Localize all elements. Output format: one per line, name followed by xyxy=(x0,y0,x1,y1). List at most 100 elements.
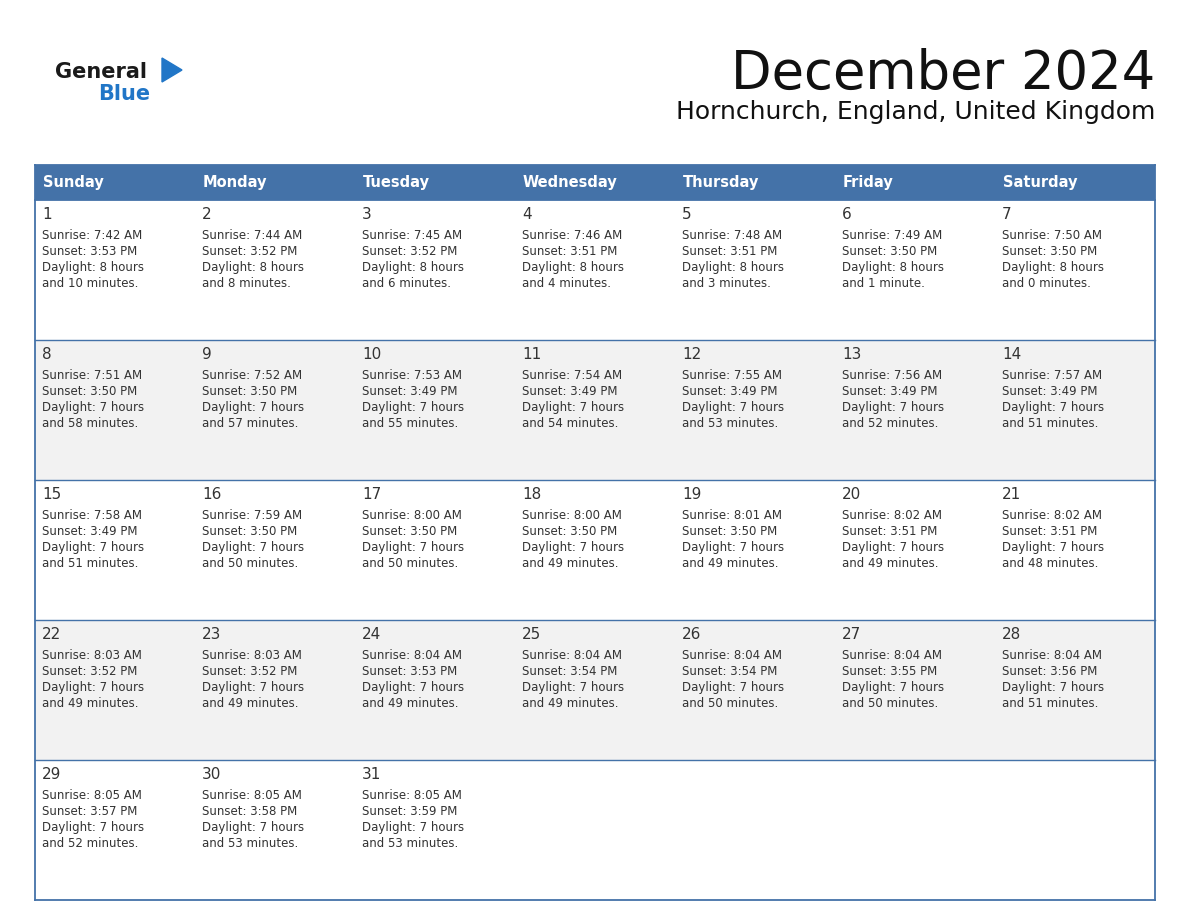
Text: Sunrise: 7:42 AM: Sunrise: 7:42 AM xyxy=(42,229,143,242)
Text: Sunset: 3:53 PM: Sunset: 3:53 PM xyxy=(362,665,457,678)
Text: Saturday: Saturday xyxy=(1003,175,1078,190)
Text: and 49 minutes.: and 49 minutes. xyxy=(682,557,778,570)
Text: Sunset: 3:55 PM: Sunset: 3:55 PM xyxy=(842,665,937,678)
Text: 25: 25 xyxy=(522,627,542,642)
Text: Sunset: 3:54 PM: Sunset: 3:54 PM xyxy=(522,665,618,678)
Bar xyxy=(996,480,1155,620)
Text: Daylight: 7 hours: Daylight: 7 hours xyxy=(42,821,144,834)
Text: Sunrise: 8:04 AM: Sunrise: 8:04 AM xyxy=(682,649,782,662)
Text: and 52 minutes.: and 52 minutes. xyxy=(842,417,939,430)
Text: Sunset: 3:49 PM: Sunset: 3:49 PM xyxy=(522,385,618,398)
Text: Daylight: 7 hours: Daylight: 7 hours xyxy=(1001,541,1104,554)
Text: Sunrise: 7:55 AM: Sunrise: 7:55 AM xyxy=(682,369,782,382)
Text: Sunrise: 7:57 AM: Sunrise: 7:57 AM xyxy=(1001,369,1102,382)
Text: Sunrise: 8:04 AM: Sunrise: 8:04 AM xyxy=(522,649,623,662)
Text: 16: 16 xyxy=(202,487,221,502)
Text: 23: 23 xyxy=(202,627,221,642)
Text: Sunrise: 8:04 AM: Sunrise: 8:04 AM xyxy=(362,649,462,662)
Text: 27: 27 xyxy=(842,627,861,642)
Bar xyxy=(835,340,996,480)
Bar xyxy=(835,200,996,340)
Text: Sunrise: 8:02 AM: Sunrise: 8:02 AM xyxy=(842,509,942,522)
Text: Daylight: 7 hours: Daylight: 7 hours xyxy=(842,541,944,554)
Text: Sunset: 3:49 PM: Sunset: 3:49 PM xyxy=(1001,385,1098,398)
Bar xyxy=(34,480,195,620)
Bar xyxy=(355,340,516,480)
Text: and 49 minutes.: and 49 minutes. xyxy=(522,697,619,710)
Text: 3: 3 xyxy=(362,207,372,222)
Text: 5: 5 xyxy=(682,207,691,222)
Bar xyxy=(516,200,675,340)
Text: and 49 minutes.: and 49 minutes. xyxy=(42,697,139,710)
Text: and 53 minutes.: and 53 minutes. xyxy=(362,837,459,850)
Text: Blue: Blue xyxy=(97,84,150,104)
Text: Daylight: 7 hours: Daylight: 7 hours xyxy=(682,541,784,554)
Bar xyxy=(34,620,195,760)
Text: Sunrise: 8:00 AM: Sunrise: 8:00 AM xyxy=(522,509,621,522)
Text: 20: 20 xyxy=(842,487,861,502)
Text: Sunset: 3:52 PM: Sunset: 3:52 PM xyxy=(362,245,457,258)
Bar xyxy=(195,165,355,200)
Bar xyxy=(835,165,996,200)
Bar xyxy=(516,165,675,200)
Text: and 49 minutes.: and 49 minutes. xyxy=(522,557,619,570)
Text: Sunrise: 8:03 AM: Sunrise: 8:03 AM xyxy=(202,649,302,662)
Text: Friday: Friday xyxy=(843,175,893,190)
Text: and 8 minutes.: and 8 minutes. xyxy=(202,277,291,290)
Text: and 49 minutes.: and 49 minutes. xyxy=(842,557,939,570)
Bar xyxy=(355,620,516,760)
Bar xyxy=(835,620,996,760)
Text: Sunset: 3:50 PM: Sunset: 3:50 PM xyxy=(202,385,297,398)
Text: and 0 minutes.: and 0 minutes. xyxy=(1001,277,1091,290)
Text: and 51 minutes.: and 51 minutes. xyxy=(1001,417,1099,430)
Text: 22: 22 xyxy=(42,627,62,642)
Text: 4: 4 xyxy=(522,207,531,222)
Text: Sunrise: 8:01 AM: Sunrise: 8:01 AM xyxy=(682,509,782,522)
Bar xyxy=(996,760,1155,900)
Text: Sunrise: 7:54 AM: Sunrise: 7:54 AM xyxy=(522,369,623,382)
Text: 17: 17 xyxy=(362,487,381,502)
Text: Sunrise: 7:44 AM: Sunrise: 7:44 AM xyxy=(202,229,302,242)
Text: 2: 2 xyxy=(202,207,211,222)
Bar xyxy=(195,480,355,620)
Bar xyxy=(195,200,355,340)
Bar xyxy=(996,340,1155,480)
Text: Sunrise: 7:51 AM: Sunrise: 7:51 AM xyxy=(42,369,143,382)
Text: Sunrise: 7:53 AM: Sunrise: 7:53 AM xyxy=(362,369,462,382)
Text: Sunrise: 7:58 AM: Sunrise: 7:58 AM xyxy=(42,509,143,522)
Text: Sunrise: 7:48 AM: Sunrise: 7:48 AM xyxy=(682,229,782,242)
Polygon shape xyxy=(162,58,182,82)
Bar xyxy=(835,760,996,900)
Text: Daylight: 8 hours: Daylight: 8 hours xyxy=(522,261,624,274)
Text: Sunrise: 8:05 AM: Sunrise: 8:05 AM xyxy=(362,789,462,802)
Text: Sunset: 3:56 PM: Sunset: 3:56 PM xyxy=(1001,665,1098,678)
Text: 6: 6 xyxy=(842,207,852,222)
Text: 18: 18 xyxy=(522,487,542,502)
Text: and 55 minutes.: and 55 minutes. xyxy=(362,417,459,430)
Text: and 1 minute.: and 1 minute. xyxy=(842,277,925,290)
Text: 1: 1 xyxy=(42,207,51,222)
Text: Sunrise: 7:46 AM: Sunrise: 7:46 AM xyxy=(522,229,623,242)
Bar xyxy=(34,760,195,900)
Text: December 2024: December 2024 xyxy=(731,48,1155,100)
Text: and 48 minutes.: and 48 minutes. xyxy=(1001,557,1099,570)
Text: Sunrise: 7:56 AM: Sunrise: 7:56 AM xyxy=(842,369,942,382)
Bar xyxy=(996,200,1155,340)
Text: 12: 12 xyxy=(682,347,701,362)
Text: 15: 15 xyxy=(42,487,62,502)
Text: and 51 minutes.: and 51 minutes. xyxy=(42,557,138,570)
Text: Monday: Monday xyxy=(203,175,267,190)
Bar xyxy=(355,165,516,200)
Text: Daylight: 7 hours: Daylight: 7 hours xyxy=(842,681,944,694)
Text: Daylight: 7 hours: Daylight: 7 hours xyxy=(682,681,784,694)
Text: 31: 31 xyxy=(362,767,381,782)
Text: Sunset: 3:53 PM: Sunset: 3:53 PM xyxy=(42,245,138,258)
Text: Daylight: 7 hours: Daylight: 7 hours xyxy=(42,681,144,694)
Text: Daylight: 8 hours: Daylight: 8 hours xyxy=(1001,261,1104,274)
Text: Daylight: 7 hours: Daylight: 7 hours xyxy=(362,681,465,694)
Text: Daylight: 7 hours: Daylight: 7 hours xyxy=(522,541,624,554)
Text: 30: 30 xyxy=(202,767,221,782)
Text: Sunset: 3:50 PM: Sunset: 3:50 PM xyxy=(522,525,618,538)
Bar xyxy=(516,760,675,900)
Text: Hornchurch, England, United Kingdom: Hornchurch, England, United Kingdom xyxy=(676,100,1155,124)
